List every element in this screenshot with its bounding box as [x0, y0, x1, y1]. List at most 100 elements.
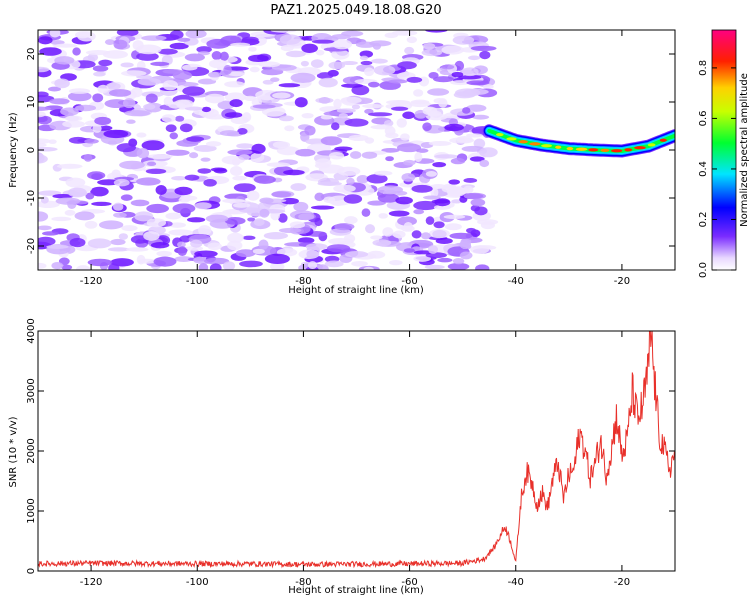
noise-blob — [413, 89, 424, 97]
noise-blob — [262, 79, 274, 85]
noise-blob — [315, 158, 332, 167]
noise-blob — [473, 138, 486, 149]
noise-blob — [85, 192, 95, 200]
noise-blob — [361, 208, 371, 217]
noise-blob — [388, 79, 408, 84]
noise-blob — [130, 87, 143, 98]
noise-blob — [343, 234, 356, 244]
noise-blob — [181, 64, 198, 71]
noise-blob — [113, 212, 127, 218]
noise-blob — [451, 71, 464, 78]
noise-blob — [328, 61, 346, 70]
noise-blob — [413, 255, 432, 262]
noise-blob — [74, 211, 95, 221]
noise-blob — [136, 148, 150, 159]
colorbar-tick-label: 0.8 — [698, 60, 709, 76]
noise-blob — [315, 49, 325, 56]
noise-blob — [318, 77, 338, 88]
noise-blob — [344, 251, 369, 258]
noise-blob — [242, 235, 256, 241]
noise-blob — [427, 88, 450, 96]
noise-blob — [480, 221, 496, 230]
signal-hotspot — [506, 137, 517, 141]
noise-blob — [276, 146, 300, 156]
noise-blob — [244, 95, 257, 101]
noise-blob — [130, 199, 150, 207]
noise-blob — [411, 184, 433, 193]
noise-blob — [479, 159, 490, 168]
noise-blob — [103, 129, 129, 139]
noise-blob — [406, 36, 418, 44]
noise-blob — [366, 250, 386, 259]
noise-blob — [76, 265, 91, 270]
noise-blob — [104, 39, 115, 45]
noise-blob — [87, 238, 112, 249]
noise-blob — [126, 119, 136, 124]
noise-blob — [52, 194, 74, 199]
noise-blob — [384, 32, 399, 39]
noise-blob — [444, 123, 464, 132]
noise-blob — [224, 112, 243, 118]
noise-blob — [165, 124, 177, 133]
noise-blob — [363, 266, 374, 270]
noise-blob — [249, 66, 260, 73]
noise-blob — [258, 239, 269, 250]
signal-hotspot — [518, 140, 528, 144]
snr-x-tick-label: -60 — [401, 577, 417, 588]
spectrogram-y-axis-label: Frequency (Hz) — [8, 112, 19, 188]
noise-blob — [62, 120, 85, 128]
noise-blob — [304, 125, 316, 136]
noise-blob — [263, 232, 289, 240]
noise-blob — [207, 242, 222, 251]
noise-blob — [38, 111, 46, 118]
noise-blob — [157, 48, 178, 55]
noise-blob — [39, 47, 62, 56]
noise-blob — [141, 35, 167, 41]
noise-blob — [163, 96, 173, 107]
noise-blob — [209, 263, 222, 270]
colorbar-tick-label: 0.0 — [698, 262, 709, 278]
noise-blob — [46, 244, 69, 249]
noise-blob — [289, 221, 306, 229]
noise-blob — [67, 91, 92, 102]
noise-blob — [459, 251, 473, 260]
noise-blob — [200, 157, 211, 162]
noise-blob — [248, 46, 257, 52]
noise-blob — [208, 59, 227, 69]
colorbar-tick-label: 0.4 — [698, 161, 709, 177]
noise-blob — [94, 116, 112, 126]
signal-hotspot — [566, 147, 574, 151]
spectrogram-y-tick-label: 0 — [26, 147, 37, 153]
noise-blob — [298, 249, 320, 260]
noise-blob — [334, 146, 353, 151]
noise-blob — [108, 89, 132, 97]
noise-blob — [463, 177, 478, 183]
noise-blob — [252, 248, 265, 255]
noise-blob — [433, 76, 454, 83]
signal-hotspot — [555, 145, 562, 149]
noise-blob — [449, 232, 473, 240]
noise-blob — [298, 213, 315, 221]
noise-blob — [452, 257, 465, 265]
noise-blob — [178, 197, 191, 203]
noise-blob — [382, 227, 394, 237]
noise-blob — [213, 168, 228, 174]
noise-blob — [385, 132, 399, 139]
noise-blob — [434, 198, 451, 207]
noise-blob — [60, 107, 79, 116]
noise-blob — [472, 114, 490, 120]
noise-blob — [64, 209, 76, 216]
noise-blob — [338, 113, 349, 119]
noise-blob — [98, 59, 113, 67]
noise-blob — [336, 108, 356, 114]
noise-blob — [280, 44, 294, 52]
noise-blob — [38, 146, 58, 152]
noise-blob — [425, 216, 435, 225]
noise-blob — [177, 241, 186, 248]
noise-blob — [68, 88, 91, 94]
noise-blob — [198, 263, 209, 270]
noise-blob — [362, 103, 384, 109]
noise-blob — [461, 67, 479, 77]
signal-hotspot — [575, 147, 588, 151]
